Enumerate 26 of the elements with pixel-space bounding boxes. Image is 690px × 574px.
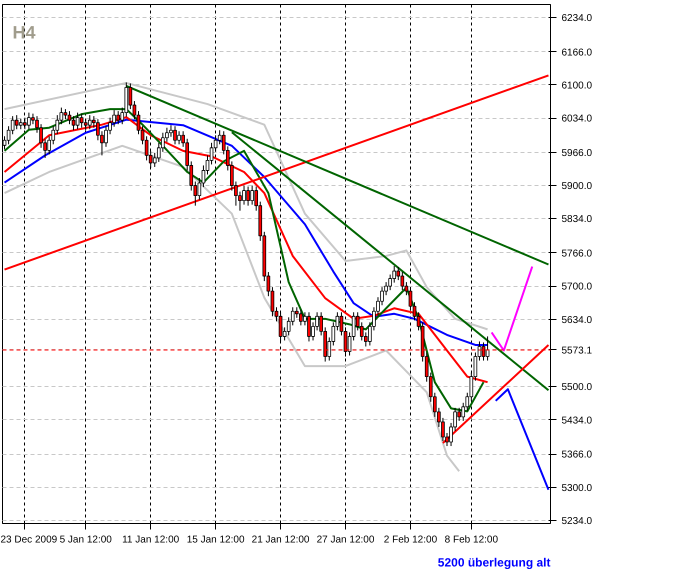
y-tick-label: 5234.0	[562, 516, 593, 527]
y-tick-label: 5766.0	[562, 248, 593, 260]
y-tick-label: 6100.0	[562, 80, 593, 92]
y-tick-label: 5634.0	[562, 314, 593, 326]
ref-line-label: 5573.1	[562, 345, 593, 356]
text: 5200 überlegung alt	[438, 556, 551, 570]
x-tick-label: 21 Jan 12:00	[252, 534, 310, 546]
x-tick-label: 27 Jan 12:00	[316, 534, 375, 546]
x-tick-label: 5 Jan 12:00	[60, 534, 112, 546]
x-tick-label: 15 Jan 12:00	[186, 534, 245, 546]
y-tick-label: 5500.0	[562, 382, 593, 394]
y-tick-label: 5366.0	[562, 450, 593, 461]
x-tick-label: 11 Jan 12:00	[122, 534, 180, 546]
y-tick-label: 5300.0	[562, 482, 593, 494]
annotation: H4	[12, 22, 36, 42]
y-tick-label: 5434.0	[562, 415, 593, 426]
y-tick-label: 6234.0	[562, 13, 593, 24]
x-tick-label: 8 Feb 12:00	[444, 534, 498, 546]
y-tick-label: 6034.0	[562, 114, 593, 125]
y-tick-label: 5700.0	[562, 282, 593, 293]
y-tick-label: 5900.0	[562, 181, 593, 192]
y-tick-label: 5834.0	[562, 214, 593, 226]
x-tick-label: 2 Feb 12:00	[384, 534, 438, 546]
y-tick-label: 5966.0	[562, 148, 593, 159]
y-tick-label: 6166.0	[562, 47, 593, 58]
x-tick-label: 23 Dec 2009	[0, 534, 58, 546]
